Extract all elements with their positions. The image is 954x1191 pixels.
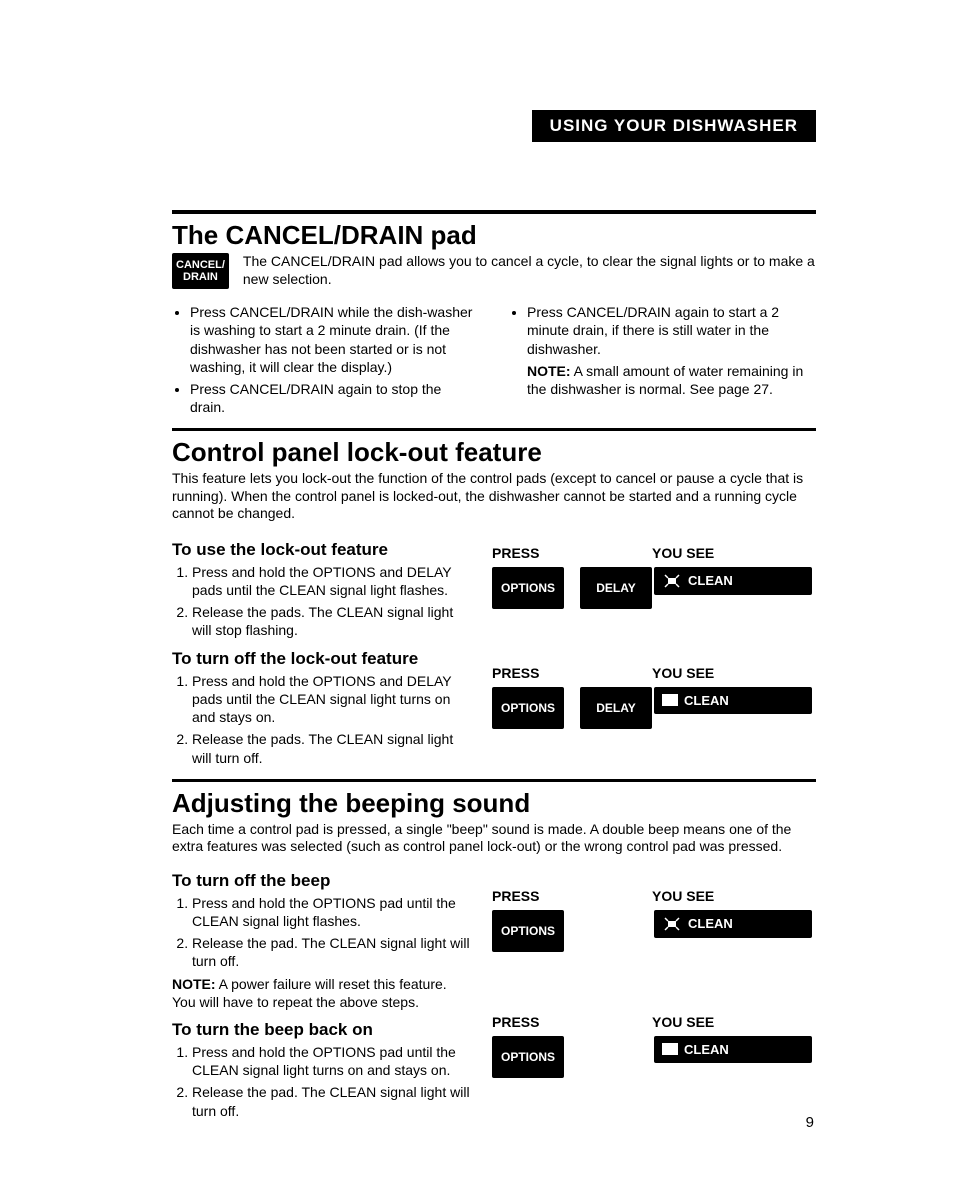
beep-off-steps: Press and hold the OPTIONS pad until the…: [172, 894, 472, 971]
divider: [172, 210, 816, 214]
list-item: Press CANCEL/DRAIN again to stop the dra…: [190, 380, 479, 416]
beep-note: NOTE: A power failure will reset this fe…: [172, 975, 472, 1011]
options-pad: OPTIONS: [492, 910, 564, 952]
cancel-drain-title: The CANCEL/DRAIN pad: [172, 220, 816, 251]
lockout-use-steps: Press and hold the OPTIONS and DELAY pad…: [172, 563, 472, 640]
list-item: Press and hold the OPTIONS pad until the…: [192, 1043, 472, 1079]
press-label: PRESS: [492, 545, 652, 561]
lockout-intro: This feature lets you lock-out the funct…: [172, 470, 816, 523]
solid-icon: [662, 694, 678, 706]
flash-icon: [662, 573, 682, 589]
beep-press-flash: PRESS YOU SEE OPTIONS: [492, 888, 816, 952]
options-pad: OPTIONS: [492, 567, 564, 609]
you-see-label: YOU SEE: [652, 665, 816, 681]
note-label: NOTE:: [527, 363, 571, 379]
lockout-off-heading: To turn off the lock-out feature: [172, 648, 472, 670]
press-label: PRESS: [492, 665, 652, 681]
flash-icon: [662, 916, 682, 932]
you-see-label: YOU SEE: [652, 545, 816, 561]
list-item: Press CANCEL/DRAIN again to start a 2 mi…: [527, 303, 816, 398]
clean-indicator-solid: CLEAN: [654, 1036, 812, 1063]
list-item: Press and hold the OPTIONS pad until the…: [192, 894, 472, 930]
you-see-label: YOU SEE: [652, 1014, 816, 1030]
page-number: 9: [806, 1114, 814, 1131]
delay-pad: DELAY: [580, 687, 652, 729]
list-item: Release the pad. The CLEAN signal light …: [192, 934, 472, 970]
beep-on-heading: To turn the beep back on: [172, 1019, 472, 1041]
section-header-band: USING YOUR DISHWASHER: [532, 110, 816, 142]
options-pad: OPTIONS: [492, 1036, 564, 1078]
clean-indicator-flashing: CLEAN: [654, 910, 812, 938]
cancel-drain-intro: The CANCEL/DRAIN pad allows you to cance…: [243, 253, 816, 288]
clean-indicator-solid: CLEAN: [654, 687, 812, 714]
delay-pad: DELAY: [580, 567, 652, 609]
list-item: Press CANCEL/DRAIN while the dish-washer…: [190, 303, 479, 376]
lockout-press-solid: PRESS YOU SEE OPTIONS DELAY CLEAN: [492, 665, 816, 729]
list-item: Press and hold the OPTIONS and DELAY pad…: [192, 672, 472, 727]
solid-icon: [662, 1043, 678, 1055]
cancel-drain-pad-icon: CANCEL/ DRAIN: [172, 253, 229, 289]
beep-on-steps: Press and hold the OPTIONS pad until the…: [172, 1043, 472, 1120]
beep-off-heading: To turn off the beep: [172, 870, 472, 892]
divider: [172, 779, 816, 782]
list-item: Press and hold the OPTIONS and DELAY pad…: [192, 563, 472, 599]
options-pad: OPTIONS: [492, 687, 564, 729]
lockout-off-steps: Press and hold the OPTIONS and DELAY pad…: [172, 672, 472, 767]
cancel-drain-left-list: Press CANCEL/DRAIN while the dish-washer…: [172, 303, 479, 416]
lockout-use-heading: To use the lock-out feature: [172, 539, 472, 561]
press-label: PRESS: [492, 888, 652, 904]
list-item: Release the pads. The CLEAN signal light…: [192, 603, 472, 639]
you-see-label: YOU SEE: [652, 888, 816, 904]
lockout-press-flash: PRESS YOU SEE OPTIONS DELAY: [492, 545, 816, 609]
beep-intro: Each time a control pad is pressed, a si…: [172, 821, 816, 856]
list-item: Release the pads. The CLEAN signal light…: [192, 730, 472, 766]
list-item: Release the pad. The CLEAN signal light …: [192, 1083, 472, 1119]
press-label: PRESS: [492, 1014, 652, 1030]
cancel-drain-right-list: Press CANCEL/DRAIN again to start a 2 mi…: [509, 303, 816, 398]
beep-title: Adjusting the beeping sound: [172, 788, 816, 819]
manual-page: USING YOUR DISHWASHER The CANCEL/DRAIN p…: [0, 0, 954, 1191]
clean-indicator-flashing: CLEAN: [654, 567, 812, 595]
divider: [172, 428, 816, 431]
beep-press-solid: PRESS YOU SEE OPTIONS CLEAN: [492, 1014, 816, 1078]
lockout-title: Control panel lock-out feature: [172, 437, 816, 468]
